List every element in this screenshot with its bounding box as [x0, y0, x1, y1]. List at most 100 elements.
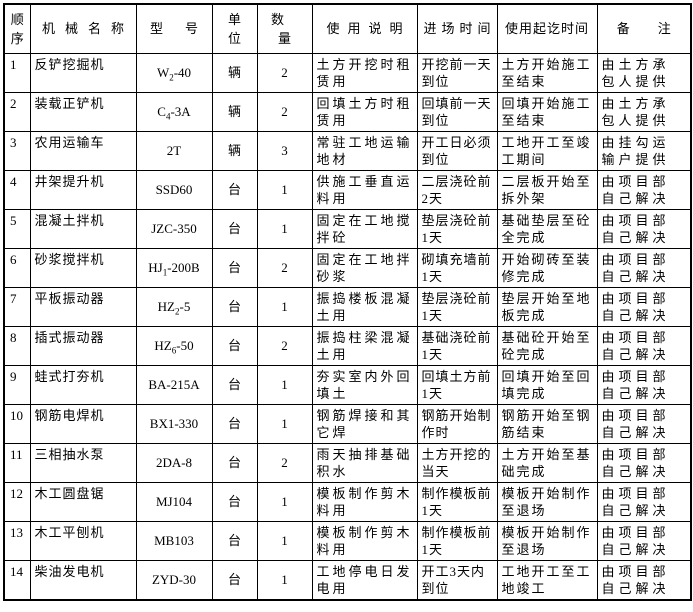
cell-usage: 振捣柱梁混凝土用: [311, 325, 418, 366]
table-row: 5 混凝土拌机 JZC-350 台 1 固定在工地搅拌砼 垫层浇砼前1天 基础垫层至砼全完成由…: [3, 208, 692, 249]
cell-usage: 振捣楼板混凝土用: [311, 286, 418, 327]
cell-remark: 由项目部自己解决: [596, 403, 692, 444]
cell-remark: 由项目部自己解决: [596, 208, 692, 249]
cell-qty: 1: [256, 520, 313, 561]
cell-qty: 1: [256, 481, 313, 522]
cell-name: 蛙式打夯机: [29, 364, 137, 405]
cell-unit: 辆: [211, 91, 258, 132]
table-row: 14 柴油发电机 ZYD-30 台 1 工地停电日发电用 开工3天内到位 工地开工至工地竣工由…: [3, 559, 692, 600]
cell-duration: 基础砼开始至砼完成: [496, 325, 598, 366]
table-row: 10 钢筋电焊机 BX1-330 台 1 钢筋焊接和其它焊 钢筋开始制作时 钢筋开始至钢筋结束…: [3, 403, 692, 444]
cell-unit: 台: [211, 247, 258, 288]
cell-model: 2T: [135, 130, 213, 171]
cell-seq: 3: [3, 130, 31, 171]
cell-unit: 辆: [211, 52, 258, 93]
header-usage: 使用说明: [311, 3, 418, 54]
cell-seq: 5: [3, 208, 31, 249]
cell-seq: 7: [3, 286, 31, 327]
cell-duration: 回填开始至回填完成: [496, 364, 598, 405]
cell-entry: 钢筋开始制作时: [416, 403, 498, 444]
cell-duration: 垫层开始至地板完成: [496, 286, 598, 327]
cell-model: MJ104: [135, 481, 213, 522]
cell-entry: 砌填充墙前1天: [416, 247, 498, 288]
cell-entry: 开工日必须到位: [416, 130, 498, 171]
cell-qty: 1: [256, 403, 313, 444]
cell-name: 装载正铲机: [29, 91, 137, 132]
header-duration: 使用起讫时间: [496, 3, 598, 54]
cell-qty: 2: [256, 442, 313, 483]
machinery-table: 顺序 机械名称 型号 单位 数量 使用说明 进场时间 使用起讫时间 备注 1 反铲…: [3, 3, 692, 601]
header-remark: 备注: [596, 3, 692, 54]
cell-duration: 土方开始至基础完成: [496, 442, 598, 483]
cell-qty: 2: [256, 52, 313, 93]
header-unit: 单位: [211, 3, 258, 54]
cell-seq: 14: [3, 559, 31, 600]
cell-entry: 开工3天内到位: [416, 559, 498, 600]
cell-qty: 2: [256, 91, 313, 132]
cell-model: W2-40: [135, 52, 213, 93]
cell-usage: 供施工垂直运料用: [311, 169, 418, 210]
cell-entry: 垫层浇砼前1天: [416, 286, 498, 327]
cell-unit: 辆: [211, 130, 258, 171]
cell-remark: 由项目部自己解决: [596, 481, 692, 522]
cell-duration: 基础垫层至砼全完成: [496, 208, 598, 249]
cell-entry: 土方开挖的当天: [416, 442, 498, 483]
header-name-label: 机械名称: [41, 21, 134, 37]
cell-name: 钢筋电焊机: [29, 403, 137, 444]
cell-duration: 模板开始制作至退场: [496, 520, 598, 561]
cell-model: 2DA-8: [135, 442, 213, 483]
cell-seq: 6: [3, 247, 31, 288]
table-row: 7 平板振动器 HZ2-5 台 1 振捣楼板混凝土用 垫层浇砼前1天 垫层开始至地板完成 由项目…: [3, 286, 692, 327]
cell-model: MB103: [135, 520, 213, 561]
header-remark-label: 备注: [616, 21, 691, 37]
cell-name: 三相抽水泵: [29, 442, 137, 483]
table-row: 13 木工平刨机 MB103 台 1 模板制作剪木料用 制作模板前1天 模板开始制作至退场 由项…: [3, 520, 692, 561]
table-row: 8 插式振动器 HZ6-50 台 2 振捣柱梁混凝土用 基础浇砼前1天 基础砼开始至砼完成 由项…: [3, 325, 692, 366]
cell-remark: 由项目部自己解决: [596, 247, 692, 288]
header-row: 顺序 机械名称 型号 单位 数量 使用说明 进场时间 使用起讫时间 备注: [3, 3, 692, 54]
cell-remark: 由项目部自己解决: [596, 286, 692, 327]
table-header: 顺序 机械名称 型号 单位 数量 使用说明 进场时间 使用起讫时间 备注: [3, 3, 692, 54]
cell-entry: 基础浇砼前1天: [416, 325, 498, 366]
cell-unit: 台: [211, 286, 258, 327]
cell-remark: 由土方承包人提供: [596, 52, 692, 93]
cell-unit: 台: [211, 559, 258, 600]
cell-qty: 2: [256, 247, 313, 288]
header-usage-label: 使用说明: [326, 21, 411, 37]
table-body: 1 反铲挖掘机 W2-40 辆 2 土方开挖时租赁用 开挖前一天到位 土方开始施工至结束 由土方…: [3, 52, 692, 600]
header-qty: 数量: [256, 3, 313, 54]
cell-remark: 由土方承包人提供: [596, 91, 692, 132]
cell-usage: 常驻工地运输地材: [311, 130, 418, 171]
cell-name: 反铲挖掘机: [29, 52, 137, 93]
cell-duration: 钢筋开始至钢筋结束: [496, 403, 598, 444]
table-row: 3 农用运输车 2T 辆 3 常驻工地运输地材 开工日必须到位 工地开工至竣工期间 由挂勾运输户…: [3, 130, 692, 171]
table-row: 6 砂浆搅拌机 HJ1-200B 台 2 固定在工地拌砂浆 砌填充墙前1天 开始砌砖至装修完成…: [3, 247, 692, 288]
cell-seq: 4: [3, 169, 31, 210]
cell-seq: 10: [3, 403, 31, 444]
cell-usage: 固定在工地搅拌砼: [311, 208, 418, 249]
cell-name: 柴油发电机: [29, 559, 137, 600]
cell-duration: 工地开工至竣工期间: [496, 130, 598, 171]
cell-seq: 2: [3, 91, 31, 132]
cell-model: BA-215A: [135, 364, 213, 405]
cell-qty: 1: [256, 169, 313, 210]
cell-name: 木工平刨机: [29, 520, 137, 561]
cell-model: ZYD-30: [135, 559, 213, 600]
cell-seq: 12: [3, 481, 31, 522]
cell-unit: 台: [211, 169, 258, 210]
cell-qty: 1: [256, 208, 313, 249]
cell-remark: 由项目部自己解决: [596, 442, 692, 483]
header-entry-label: 进场时间: [423, 21, 496, 37]
cell-unit: 台: [211, 325, 258, 366]
cell-duration: 土方开始施工至结束: [496, 52, 598, 93]
cell-remark: 由项目部自己解决: [596, 559, 692, 600]
cell-duration: 二层板开始至拆外架: [496, 169, 598, 210]
cell-unit: 台: [211, 208, 258, 249]
header-name: 机械名称: [29, 3, 137, 54]
cell-name: 木工圆盘锯: [29, 481, 137, 522]
cell-remark: 由项目部自己解决: [596, 364, 692, 405]
cell-unit: 台: [211, 442, 258, 483]
cell-usage: 回填土方时租赁用: [311, 91, 418, 132]
header-seq-label: 顺序: [10, 11, 24, 46]
